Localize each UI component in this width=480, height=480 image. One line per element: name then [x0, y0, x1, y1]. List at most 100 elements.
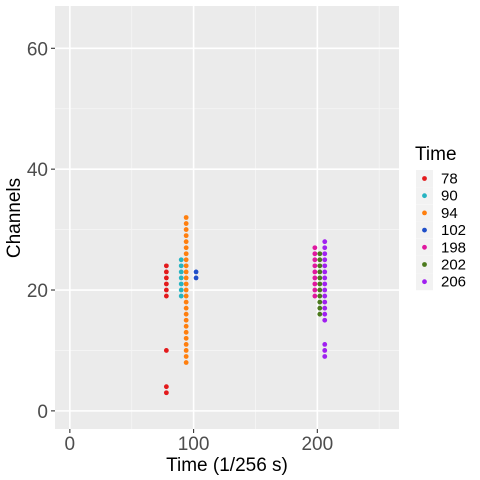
data-point-94 — [183, 215, 189, 220]
data-point-202 — [317, 263, 323, 269]
x-tick-label: 100 — [178, 434, 210, 455]
data-point-94 — [183, 251, 189, 257]
data-point-202 — [317, 299, 323, 305]
data-point-202 — [317, 257, 323, 263]
data-point-202 — [317, 311, 323, 317]
data-point-94 — [183, 329, 189, 335]
data-point-94 — [183, 287, 189, 293]
legend-label-94: 94 — [441, 205, 458, 222]
data-point-90 — [178, 281, 184, 287]
legend-marker-198 — [422, 244, 427, 250]
legend-label-90: 90 — [441, 188, 458, 205]
data-point-202 — [317, 251, 323, 257]
data-point-94 — [183, 245, 189, 251]
data-point-202 — [317, 281, 323, 287]
data-point-202 — [317, 287, 323, 293]
data-point-78 — [163, 281, 169, 287]
x-axis-title: Time (1/256 s) — [166, 455, 288, 476]
data-point-206 — [322, 305, 328, 311]
data-point-206 — [322, 287, 328, 293]
y-tick-label: 0 — [37, 402, 48, 423]
data-point-198 — [312, 263, 318, 269]
legend-marker-78 — [422, 176, 427, 181]
y-tick-label: 20 — [27, 281, 48, 302]
data-point-102 — [193, 269, 199, 275]
data-point-206 — [322, 257, 328, 263]
data-point-198 — [312, 251, 318, 257]
data-point-94 — [183, 323, 189, 329]
data-point-94 — [183, 227, 189, 232]
tick-labels: 0 100 200 0 20 40 60 — [27, 39, 333, 455]
data-point-206 — [322, 281, 328, 287]
axis-ticks — [51, 47, 318, 433]
data-point-206 — [322, 299, 328, 305]
data-point-94 — [183, 257, 189, 263]
data-point-206 — [322, 263, 328, 269]
data-point-198 — [312, 245, 318, 251]
data-point-78 — [163, 269, 169, 275]
data-point-206 — [322, 342, 328, 347]
data-point-94 — [183, 281, 189, 287]
grid-minor — [55, 6, 399, 429]
data-point-90 — [178, 293, 184, 299]
data-point-90 — [178, 257, 184, 263]
data-point-78 — [163, 293, 169, 299]
data-point-202 — [317, 269, 323, 275]
y-axis-title: Channels — [4, 178, 25, 258]
data-point-94 — [183, 239, 189, 245]
data-point-94 — [183, 360, 189, 365]
legend-marker-202 — [422, 262, 427, 267]
data-point-94 — [183, 233, 189, 239]
data-point-78 — [163, 384, 169, 390]
data-point-78 — [163, 287, 169, 293]
data-point-198 — [312, 293, 318, 299]
data-point-94 — [183, 348, 189, 353]
data-point-206 — [322, 275, 328, 281]
data-point-206 — [322, 245, 328, 251]
data-point-90 — [178, 275, 184, 281]
data-point-102 — [193, 275, 199, 281]
legend-label-102: 102 — [441, 222, 466, 239]
legend-label-198: 198 — [441, 239, 466, 256]
data-point-198 — [312, 275, 318, 281]
legend-marker-90 — [422, 193, 427, 199]
data-point-94 — [183, 335, 189, 341]
x-tick-label: 0 — [65, 434, 76, 455]
data-point-198 — [312, 287, 318, 293]
data-point-94 — [183, 221, 189, 226]
data-point-94 — [183, 311, 189, 317]
legend-label-206: 206 — [441, 274, 466, 291]
data-point-90 — [178, 287, 184, 293]
y-tick-label: 40 — [27, 160, 48, 181]
data-point-202 — [317, 305, 323, 311]
legend-label-78: 78 — [441, 171, 458, 188]
data-point-78 — [163, 348, 169, 353]
data-point-206 — [322, 348, 328, 353]
data-point-78 — [163, 390, 169, 396]
data-point-206 — [322, 293, 328, 299]
data-points — [163, 215, 328, 396]
data-point-94 — [183, 317, 189, 323]
data-point-78 — [163, 263, 169, 269]
legend-marker-94 — [422, 210, 427, 216]
data-point-206 — [322, 311, 328, 317]
data-point-206 — [322, 251, 328, 257]
data-point-206 — [322, 239, 328, 245]
plot-panel — [55, 6, 399, 429]
data-point-94 — [183, 342, 189, 347]
data-point-202 — [317, 293, 323, 299]
data-point-94 — [183, 269, 189, 275]
data-point-206 — [322, 354, 328, 359]
x-tick-label: 200 — [301, 434, 333, 455]
legend-marker-206 — [422, 279, 427, 285]
data-point-94 — [183, 299, 189, 305]
data-point-206 — [322, 269, 328, 275]
legend-marker-102 — [422, 227, 427, 233]
data-point-202 — [317, 275, 323, 281]
data-point-206 — [322, 317, 328, 323]
legend-title: Time — [415, 144, 457, 165]
data-point-198 — [312, 257, 318, 263]
